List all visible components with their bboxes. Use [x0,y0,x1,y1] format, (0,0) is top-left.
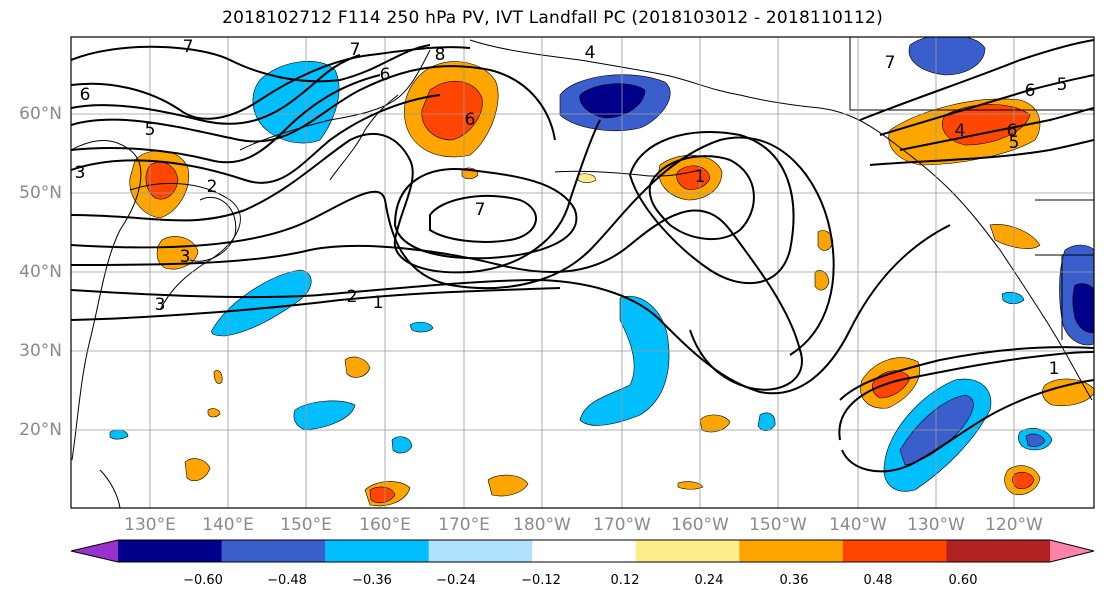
contour-label: 7 [475,200,486,220]
lat-label: 40°N [19,262,62,282]
contour-label: 6 [465,110,476,130]
map-title: 2018102712 F114 250 hPa PV, IVT Landfall… [222,8,883,28]
contour-label: 7 [350,40,361,60]
contour-labels: 7 7 8 4 6 6 5 2 7 3 3 2 1 6 7 6 5 4 6 5 … [75,37,1068,379]
colorbar-swatch [325,540,430,562]
colorbar-extend-high [1050,540,1094,562]
lon-label: 130°E [124,515,176,535]
lon-label: 140°E [202,515,254,535]
colorbar-extend-low [71,540,118,562]
contour-label: 6 [380,65,391,85]
contour-label: 1 [373,293,384,313]
lon-label: 120°W [985,515,1043,535]
contour-label: 1 [695,167,706,187]
colorbar-outline [70,539,1095,563]
contour-label: 5 [1057,75,1068,95]
lon-label: 130°W [907,515,965,535]
colorbar-tick-label: 0.48 [863,573,893,588]
colorbar-tick-label: −0.12 [521,573,561,588]
colorbar-tick-label: −0.36 [352,573,392,588]
contour-label: 6 [1007,121,1018,141]
map-panel: 7 7 8 4 6 6 5 2 7 3 3 2 1 6 7 6 5 4 6 5 … [71,37,1094,508]
lat-label: 30°N [19,341,62,361]
contour-label: 8 [435,45,446,65]
colorbar-tick-label: 0.36 [779,573,809,588]
contour-label: 6 [1025,81,1036,101]
colorbar-tick-label: 0.24 [694,573,724,588]
coastlines [71,37,1094,508]
lon-label: 160°W [671,515,729,535]
colorbar-tick-label: 0.12 [610,573,640,588]
contour-label: 1 [1049,359,1060,379]
lat-label: 50°N [19,183,62,203]
colorbar-swatch [532,540,637,562]
contour-label: 3 [180,247,191,267]
lon-label: 170°E [438,515,490,535]
ivt-contours [71,39,1094,473]
contour-label: 3 [155,295,166,315]
contour-label: 5 [1009,133,1020,153]
lon-label: 170°W [593,515,651,535]
lat-label: 20°N [19,420,62,440]
contour-label: 7 [885,53,896,73]
lon-label: 180°W [513,515,571,535]
colorbar-swatch [118,540,223,562]
contour-label: 5 [145,120,156,140]
colorbar-swatch [946,540,1051,562]
lat-label: 60°N [19,104,62,124]
colorbar-swatch [635,540,740,562]
contour-label: 4 [585,43,596,63]
colorbar-swatch [739,540,844,562]
lon-label: 150°E [280,515,332,535]
lon-label: 160°E [359,515,411,535]
shading-layer [109,37,1094,507]
colorbar-tick-label: −0.48 [267,573,307,588]
contour-label: 2 [207,177,218,197]
contour-label: 6 [80,85,91,105]
colorbar-swatch [221,540,326,562]
lon-label: 150°W [749,515,807,535]
contour-label: 2 [347,287,358,307]
colorbar-swatch [428,540,533,562]
colorbar-tick-label: −0.60 [183,573,223,588]
contour-label: 7 [183,37,194,57]
map-frame [70,36,1095,509]
colorbar-tick-label: 0.60 [948,573,978,588]
contour-label: 3 [75,163,86,183]
contour-label: 4 [955,121,966,141]
colorbar [70,539,1095,563]
colorbar-swatch [842,540,947,562]
colorbar-tick-label: −0.24 [436,573,476,588]
lon-label: 140°W [829,515,887,535]
